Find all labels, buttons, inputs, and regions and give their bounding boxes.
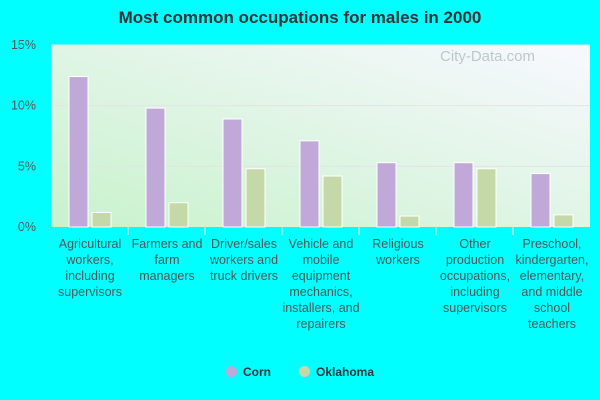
bar-oklahoma-0 [91, 211, 112, 228]
x-tick-label: Farmers and farm managers [131, 237, 203, 283]
bar-corn-5 [453, 162, 474, 228]
x-tick-label: Preschool, kindergarten, elementary, and… [515, 237, 589, 331]
legend: Corn Oklahoma [0, 365, 600, 379]
x-tick-label: Driver/sales workers and truck drivers [209, 237, 279, 283]
bar-oklahoma-5 [476, 168, 497, 228]
x-tick-label: Agricultural workers, including supervis… [58, 237, 122, 299]
bar-oklahoma-2 [245, 168, 266, 228]
watermark-logo: City-Data.com [440, 48, 536, 65]
y-tick-label: 5% [18, 159, 36, 173]
legend-item-oklahoma: Oklahoma [298, 365, 375, 379]
bar-corn-6 [530, 173, 551, 228]
legend-item-corn: Corn [225, 365, 271, 379]
legend-swatch [298, 366, 310, 377]
bar-oklahoma-6 [553, 214, 574, 228]
bar-corn-3 [299, 140, 320, 228]
bar-corn-4 [376, 162, 397, 228]
bar-oklahoma-1 [168, 202, 189, 228]
bar-corn-2 [222, 118, 243, 228]
y-tick-label: 0% [18, 220, 36, 234]
legend-swatch [225, 366, 237, 377]
plot-area [51, 45, 590, 227]
x-tick-label: Other production occupations, including … [439, 237, 511, 315]
x-tick-label: Religious workers [372, 237, 424, 267]
legend-label: Oklahoma [315, 365, 375, 379]
bar-corn-0 [68, 76, 89, 228]
x-tick-label: Vehicle and mobile equipment mechanics, … [282, 237, 360, 331]
bar-oklahoma-3 [322, 175, 343, 228]
y-tick-label: 15% [11, 38, 36, 52]
bar-corn-1 [145, 107, 166, 228]
chart-title: Most common occupations for males in 200… [118, 8, 482, 27]
y-tick-label: 10% [11, 99, 36, 113]
legend-label: Corn [242, 365, 271, 379]
bar-oklahoma-4 [399, 215, 420, 228]
